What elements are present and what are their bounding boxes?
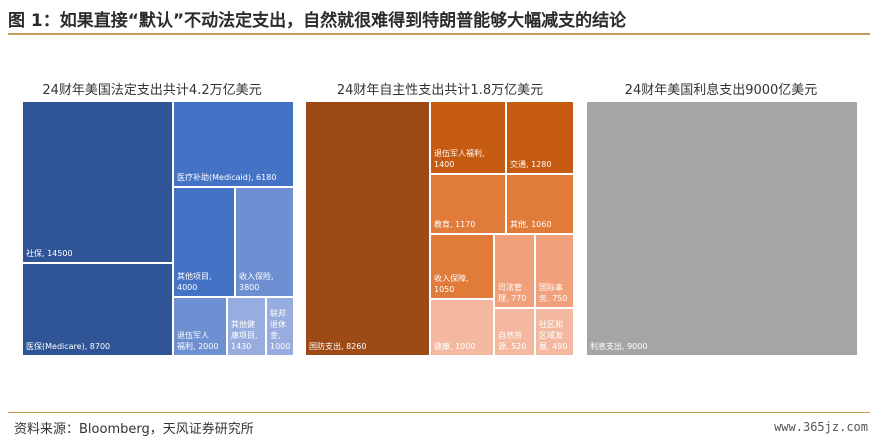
tile-medicare: 医保(Medicare), 8700	[22, 263, 173, 356]
tile-social-security: 社保, 14500	[22, 101, 173, 263]
tile-label: 教育, 1170	[434, 220, 476, 229]
tile-defense: 国防支出, 8260	[305, 101, 430, 356]
tile-other-programs: 其他项目, 4000	[173, 187, 235, 297]
tile-label: 健康, 1000	[434, 342, 476, 351]
tile-interest: 利息支出, 9000	[586, 101, 858, 356]
tile-label: 其他, 1060	[510, 220, 552, 229]
bottom-rule	[8, 412, 870, 413]
tile-label: 社区和 区域发 展, 490	[539, 320, 568, 351]
panel-title-interest: 24财年美国利息支出9000亿美元	[624, 83, 818, 98]
tile-label: 交通, 1280	[510, 160, 552, 169]
tile-label: 其他项目, 4000	[177, 272, 212, 292]
panel-title-mandatory: 24财年美国法定支出共计4.2万亿美元	[42, 83, 262, 98]
watermark: www.365jz.com	[774, 420, 868, 434]
tile-label: 收入保障, 1050	[434, 274, 469, 294]
tile-label: 退伍军人福利, 1400	[434, 149, 485, 169]
tile-veterans-benefits: 退伍军人福利, 1400	[430, 101, 506, 174]
tile-justice-administration: 司法管 理, 770	[494, 234, 535, 308]
tile-label: 社保, 14500	[26, 249, 73, 258]
tile-label: 医疗补助(Medicaid), 6180	[177, 173, 277, 182]
tile-label: 联邦 退休 金, 1000	[270, 309, 291, 351]
tile-label: 自然资 源, 520	[498, 331, 527, 351]
tile-other-health: 其他健 康项目, 1430	[227, 297, 266, 356]
treemap-interest: 利息支出, 9000	[586, 101, 858, 356]
tile-transportation: 交通, 1280	[506, 101, 574, 174]
tile-other: 其他, 1060	[506, 174, 574, 234]
tile-label: 利息支出, 9000	[590, 342, 648, 351]
tile-veterans-benefits: 退伍军人 福利, 2000	[173, 297, 227, 356]
header: 图 1：如果直接“默认”不动法定支出，自然就很难得到特朗普能够大幅减支的结论	[0, 0, 878, 38]
tile-label: 退伍军人 福利, 2000	[177, 331, 219, 351]
tile-income-security: 收入保险, 3800	[235, 187, 294, 297]
tile-income-security: 收入保障, 1050	[430, 234, 494, 299]
top-rule	[8, 33, 870, 35]
tile-international-affairs: 国际事 务, 750	[535, 234, 574, 308]
tile-federal-retirement: 联邦 退休 金, 1000	[266, 297, 294, 356]
tile-label: 医保(Medicare), 8700	[26, 342, 111, 351]
tile-label: 其他健 康项目, 1430	[231, 320, 258, 351]
tile-medicaid: 医疗补助(Medicaid), 6180	[173, 101, 294, 187]
panel-title-discretionary: 24财年自主性支出共计1.8万亿美元	[336, 83, 544, 98]
tile-health: 健康, 1000	[430, 299, 494, 356]
tile-label: 国际事 务, 750	[539, 283, 568, 303]
tile-community-development: 社区和 区域发 展, 490	[535, 308, 574, 356]
tile-label: 国防支出, 8260	[309, 342, 367, 351]
tile-natural-resources: 自然资 源, 520	[494, 308, 535, 356]
treemap-discretionary: 国防支出, 8260 退伍军人福利, 1400 交通, 1280 教育, 117…	[305, 101, 574, 356]
tile-label: 收入保险, 3800	[239, 272, 274, 292]
source-note: 资料来源：Bloomberg，天风证券研究所	[14, 422, 254, 437]
tile-education: 教育, 1170	[430, 174, 506, 234]
figure-title: 图 1：如果直接“默认”不动法定支出，自然就很难得到特朗普能够大幅减支的结论	[8, 11, 627, 31]
tile-label: 司法管 理, 770	[498, 283, 527, 303]
treemap-mandatory: 社保, 14500 医保(Medicare), 8700 医疗补助(Medica…	[22, 101, 294, 356]
